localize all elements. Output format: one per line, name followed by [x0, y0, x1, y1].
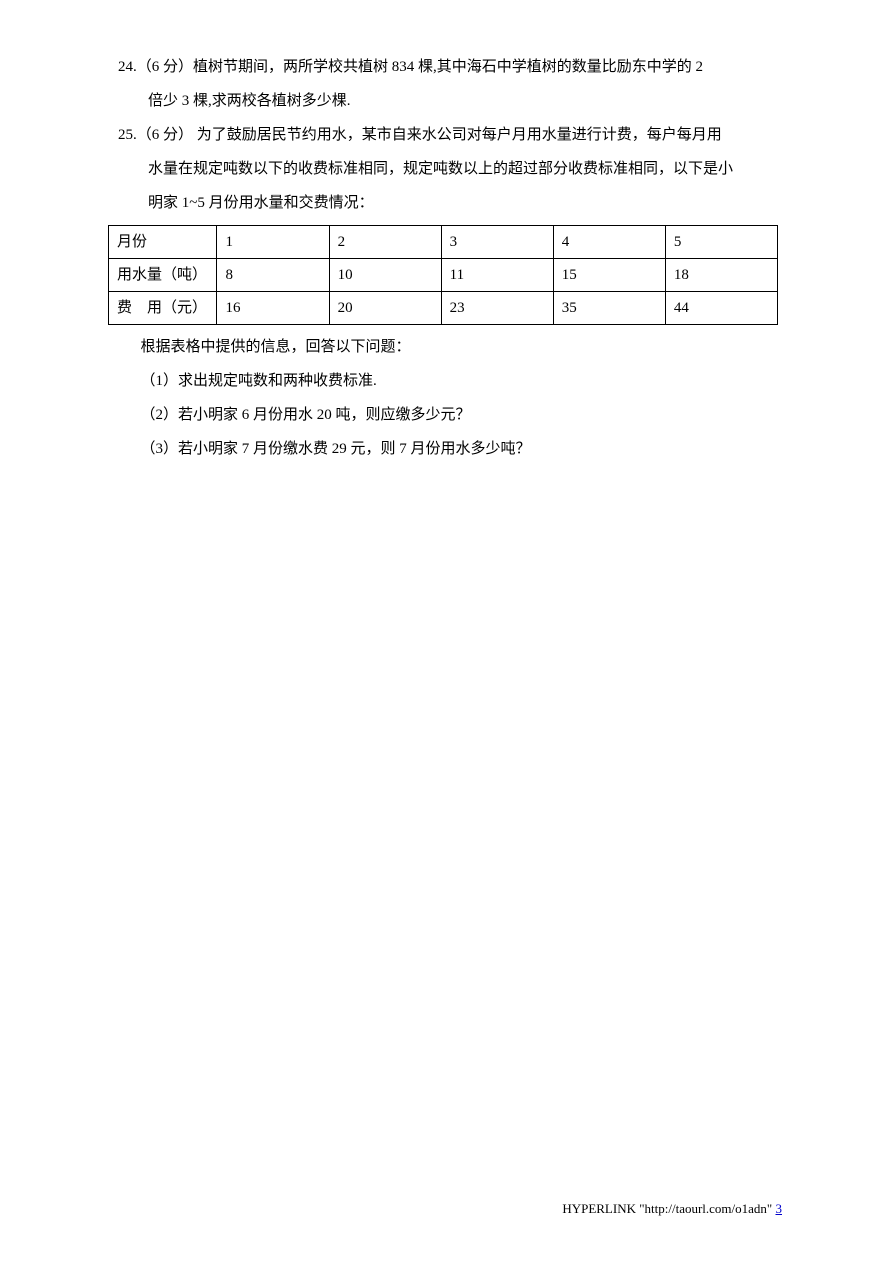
q25-line2: 水量在规定吨数以下的收费标准相同，规定吨数以上的超过部分收费标准相同，以下是小 [118, 157, 782, 181]
q24-line1: 24.（6 分）植树节期间，两所学校共植树 834 棵,其中海石中学植树的数量比… [118, 55, 782, 79]
subquestion-1: （1）求出规定吨数和两种收费标准. [118, 369, 782, 393]
water-usage-table: 月份 1 2 3 4 5 用水量（吨） 8 10 11 15 18 费 用（元）… [108, 225, 778, 325]
table-cell: 3 [441, 226, 553, 259]
footer-hyperlink: HYPERLINK "http://taourl.com/o1adn" 3 [562, 1199, 782, 1220]
table-cell: 费 用（元） [109, 292, 217, 325]
page-number-link[interactable]: 3 [776, 1201, 783, 1216]
table-cell: 2 [329, 226, 441, 259]
question-25: 25.（6 分） 为了鼓励居民节约用水，某市自来水公司对每户月用水量进行计费，每… [118, 123, 782, 215]
table-cell: 18 [665, 259, 777, 292]
table-cell: 用水量（吨） [109, 259, 217, 292]
table-cell: 8 [217, 259, 329, 292]
q24-line2: 倍少 3 棵,求两校各植树多少棵. [118, 89, 782, 113]
table-cell: 35 [553, 292, 665, 325]
table-cell: 5 [665, 226, 777, 259]
table-cell: 10 [329, 259, 441, 292]
table-row: 月份 1 2 3 4 5 [109, 226, 778, 259]
table-row: 用水量（吨） 8 10 11 15 18 [109, 259, 778, 292]
table-row: 费 用（元） 16 20 23 35 44 [109, 292, 778, 325]
question-24: 24.（6 分）植树节期间，两所学校共植树 834 棵,其中海石中学植树的数量比… [118, 55, 782, 113]
table-cell: 15 [553, 259, 665, 292]
q25-line3: 明家 1~5 月份用水量和交费情况： [118, 191, 782, 215]
table-cell: 4 [553, 226, 665, 259]
subquestion-3: （3）若小明家 7 月份缴水费 29 元，则 7 月份用水多少吨？ [118, 437, 782, 461]
table-cell: 1 [217, 226, 329, 259]
table-cell: 月份 [109, 226, 217, 259]
table-cell: 20 [329, 292, 441, 325]
q25-line1: 25.（6 分） 为了鼓励居民节约用水，某市自来水公司对每户月用水量进行计费，每… [118, 123, 782, 147]
page-content: 24.（6 分）植树节期间，两所学校共植树 834 棵,其中海石中学植树的数量比… [0, 0, 892, 461]
table-cell: 16 [217, 292, 329, 325]
table-cell: 23 [441, 292, 553, 325]
subquestion-2: （2）若小明家 6 月份用水 20 吨，则应缴多少元？ [118, 403, 782, 427]
table-cell: 44 [665, 292, 777, 325]
after-table-intro: 根据表格中提供的信息，回答以下问题： [118, 335, 782, 359]
table-cell: 11 [441, 259, 553, 292]
footer-prefix: HYPERLINK "http://taourl.com/o1adn" [562, 1201, 775, 1216]
